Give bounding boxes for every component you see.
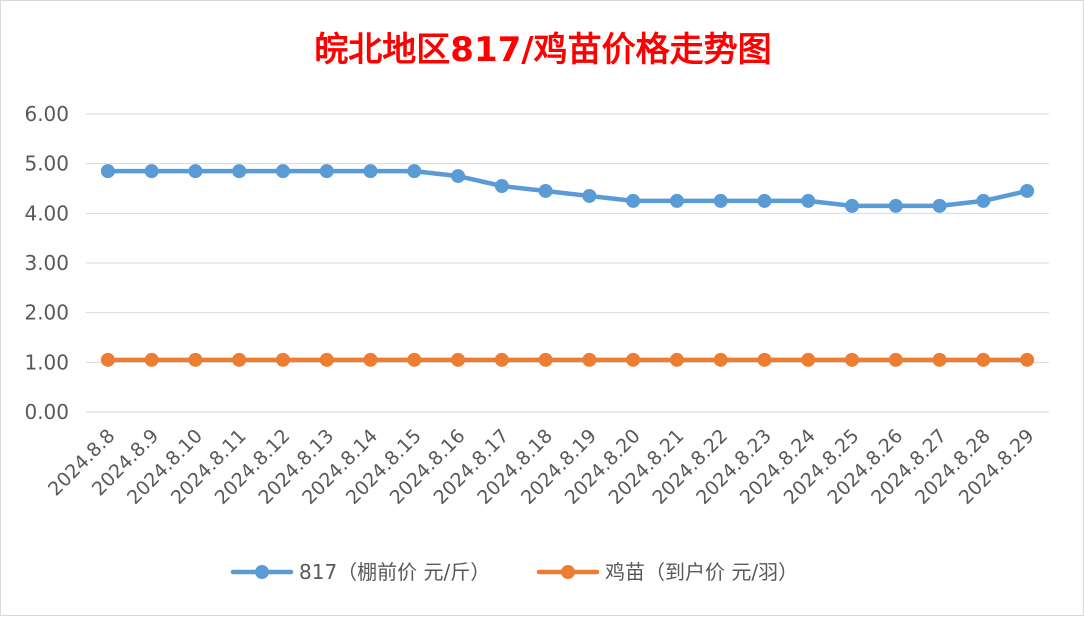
series-1 xyxy=(100,164,1035,213)
data-point xyxy=(319,352,334,367)
data-point xyxy=(757,193,772,208)
data-point xyxy=(713,352,728,367)
legend-item-1: 817（棚前价 元/斤） xyxy=(230,560,490,584)
data-point xyxy=(232,352,247,367)
gridlines xyxy=(86,113,1049,413)
data-point xyxy=(626,193,641,208)
data-point xyxy=(669,352,684,367)
data-point xyxy=(144,164,159,179)
data-point xyxy=(845,352,860,367)
data-point xyxy=(407,352,422,367)
y-tick-label: 6.00 xyxy=(24,102,69,126)
y-tick-label: 0.00 xyxy=(24,400,69,424)
legend: 817（棚前价 元/斤） 鸡苗（到户价 元/羽） xyxy=(230,560,798,584)
data-point xyxy=(845,198,860,213)
x-axis-tick-labels: 2024.8.82024.8.92024.8.102024.8.112024.8… xyxy=(44,425,1039,509)
y-axis-tick-labels: 0.00 1.00 2.00 3.00 4.00 5.00 6.00 xyxy=(24,102,69,424)
data-point xyxy=(363,164,378,179)
data-point xyxy=(1020,183,1035,198)
data-point xyxy=(451,169,466,184)
data-point xyxy=(407,164,422,179)
data-point xyxy=(888,352,903,367)
legend-marker-swatch xyxy=(255,565,269,579)
data-point xyxy=(275,164,290,179)
data-point xyxy=(188,164,203,179)
data-point xyxy=(976,193,991,208)
data-point xyxy=(1020,352,1035,367)
data-point xyxy=(144,352,159,367)
data-point xyxy=(538,183,553,198)
data-point xyxy=(275,352,290,367)
data-point xyxy=(100,352,115,367)
data-point xyxy=(538,352,553,367)
y-tick-label: 5.00 xyxy=(24,152,69,176)
data-point xyxy=(582,188,597,203)
data-point xyxy=(451,352,466,367)
data-point xyxy=(494,352,509,367)
y-tick-label: 2.00 xyxy=(24,301,69,325)
data-point xyxy=(757,352,772,367)
legend-label: 817（棚前价 元/斤） xyxy=(299,560,490,584)
chart-title: 皖北地区817/鸡苗价格走势图 xyxy=(314,30,771,70)
data-point xyxy=(494,179,509,194)
data-point xyxy=(188,352,203,367)
data-point xyxy=(582,352,597,367)
series-layer xyxy=(100,164,1035,367)
data-point xyxy=(932,198,947,213)
data-point xyxy=(363,352,378,367)
y-tick-label: 4.00 xyxy=(24,201,69,225)
data-point xyxy=(976,352,991,367)
data-point xyxy=(100,164,115,179)
legend-marker-swatch xyxy=(561,565,575,579)
legend-item-2: 鸡苗（到户价 元/羽） xyxy=(536,560,798,584)
data-point xyxy=(626,352,641,367)
data-point xyxy=(801,352,816,367)
data-point xyxy=(888,198,903,213)
data-point xyxy=(932,352,947,367)
legend-label: 鸡苗（到户价 元/羽） xyxy=(605,560,798,584)
data-point xyxy=(319,164,334,179)
data-point xyxy=(713,193,728,208)
data-point xyxy=(801,193,816,208)
series-line xyxy=(105,168,1030,209)
series-2 xyxy=(100,352,1035,367)
data-point xyxy=(669,193,684,208)
data-point xyxy=(232,164,247,179)
y-tick-label: 1.00 xyxy=(24,350,69,374)
y-tick-label: 3.00 xyxy=(24,251,69,275)
